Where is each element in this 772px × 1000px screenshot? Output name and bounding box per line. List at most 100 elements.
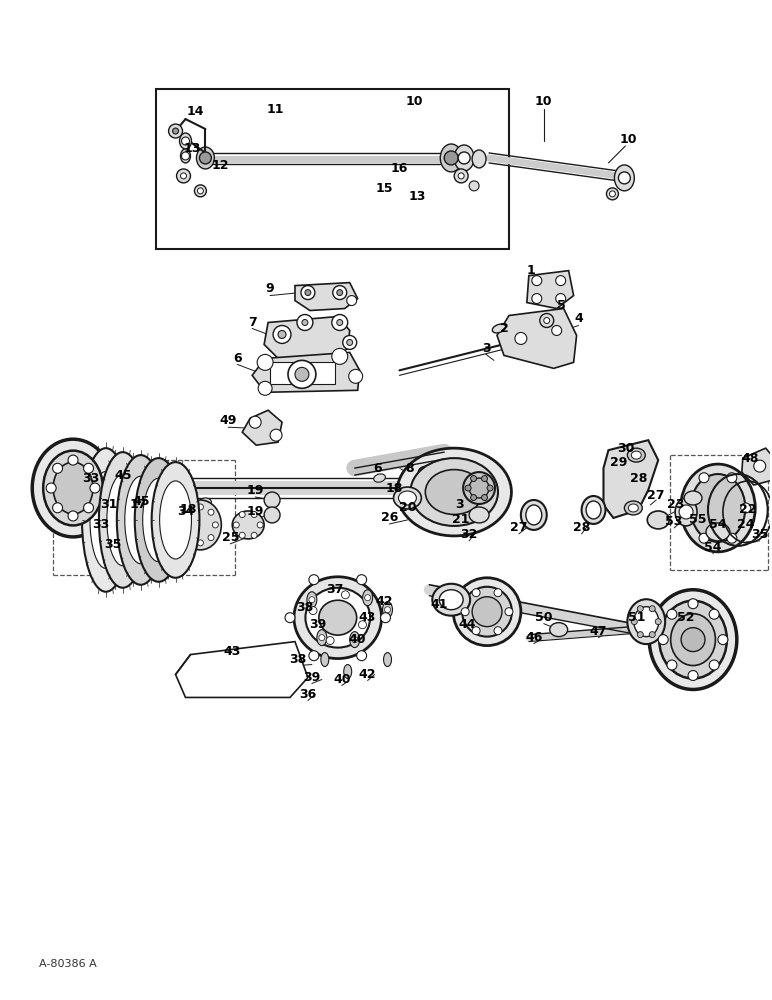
Text: 1: 1 (527, 264, 535, 277)
Text: 42: 42 (359, 668, 377, 681)
Circle shape (540, 314, 554, 327)
Circle shape (471, 476, 476, 482)
Circle shape (753, 460, 766, 472)
Circle shape (607, 188, 618, 200)
Text: 3: 3 (482, 342, 490, 355)
Text: 47: 47 (590, 625, 608, 638)
Ellipse shape (232, 511, 264, 539)
Text: 52: 52 (677, 611, 695, 624)
Text: 35: 35 (751, 528, 768, 541)
Text: 44: 44 (459, 618, 476, 631)
Circle shape (251, 512, 257, 518)
Ellipse shape (454, 145, 474, 171)
Circle shape (727, 473, 736, 483)
Ellipse shape (321, 653, 329, 667)
Ellipse shape (181, 149, 191, 163)
Circle shape (319, 635, 325, 641)
Text: 23: 23 (668, 498, 685, 511)
Circle shape (618, 172, 631, 184)
Ellipse shape (180, 500, 222, 550)
Text: 35: 35 (104, 538, 121, 551)
Ellipse shape (374, 474, 385, 482)
Circle shape (718, 635, 728, 645)
Text: 51: 51 (628, 611, 645, 624)
Circle shape (168, 124, 182, 138)
Circle shape (257, 522, 263, 528)
Text: 38: 38 (296, 601, 313, 614)
Text: 46: 46 (525, 631, 543, 644)
Circle shape (609, 191, 615, 197)
Polygon shape (604, 440, 659, 518)
Ellipse shape (307, 592, 317, 608)
Ellipse shape (469, 478, 489, 498)
Polygon shape (242, 410, 282, 445)
Ellipse shape (432, 584, 470, 616)
Text: 8: 8 (405, 462, 414, 475)
Ellipse shape (117, 455, 164, 585)
Ellipse shape (439, 590, 463, 610)
Text: 37: 37 (326, 583, 344, 596)
Circle shape (352, 637, 357, 643)
Text: 32: 32 (460, 528, 478, 541)
Circle shape (212, 522, 218, 528)
Ellipse shape (135, 458, 182, 582)
Circle shape (239, 512, 245, 518)
Circle shape (295, 367, 309, 381)
Circle shape (83, 463, 93, 473)
Circle shape (341, 591, 350, 599)
Ellipse shape (411, 458, 498, 526)
Circle shape (68, 511, 78, 521)
Ellipse shape (350, 632, 360, 648)
Ellipse shape (671, 614, 716, 666)
Circle shape (659, 635, 668, 645)
Ellipse shape (344, 665, 352, 679)
Ellipse shape (43, 451, 103, 525)
Circle shape (679, 505, 693, 519)
Ellipse shape (628, 448, 645, 462)
Circle shape (288, 360, 316, 388)
Polygon shape (497, 309, 577, 368)
Circle shape (466, 485, 471, 491)
Circle shape (333, 286, 347, 300)
Circle shape (181, 137, 189, 145)
Text: 19: 19 (246, 505, 264, 518)
Circle shape (309, 597, 315, 603)
Text: 9: 9 (266, 282, 274, 295)
Text: 39: 39 (303, 671, 320, 684)
Circle shape (709, 660, 720, 670)
Text: 40: 40 (333, 673, 350, 686)
Circle shape (46, 483, 56, 493)
Text: 6: 6 (373, 462, 382, 475)
Text: 30: 30 (618, 442, 635, 455)
Circle shape (198, 188, 203, 194)
Text: 13: 13 (184, 142, 201, 155)
Text: 36: 36 (300, 688, 317, 701)
Circle shape (199, 152, 212, 164)
Text: 33: 33 (93, 518, 110, 531)
Ellipse shape (196, 147, 215, 169)
Text: 41: 41 (431, 598, 448, 611)
Circle shape (631, 619, 638, 625)
Text: A-80386 A: A-80386 A (39, 959, 97, 969)
Circle shape (208, 509, 214, 515)
Ellipse shape (398, 491, 416, 505)
Text: 10: 10 (405, 95, 423, 108)
Text: 6: 6 (233, 352, 242, 365)
Ellipse shape (418, 466, 436, 478)
Text: 43: 43 (359, 611, 376, 624)
Circle shape (83, 503, 93, 513)
Circle shape (552, 325, 562, 335)
Text: 48: 48 (741, 452, 758, 465)
Ellipse shape (649, 590, 736, 689)
Circle shape (688, 599, 698, 609)
Circle shape (90, 483, 100, 493)
Circle shape (285, 613, 295, 623)
Ellipse shape (521, 500, 547, 530)
Ellipse shape (363, 590, 373, 606)
Circle shape (297, 315, 313, 330)
Circle shape (667, 609, 677, 619)
Ellipse shape (493, 324, 506, 333)
Circle shape (309, 575, 319, 585)
Ellipse shape (317, 630, 327, 646)
Circle shape (357, 651, 367, 661)
